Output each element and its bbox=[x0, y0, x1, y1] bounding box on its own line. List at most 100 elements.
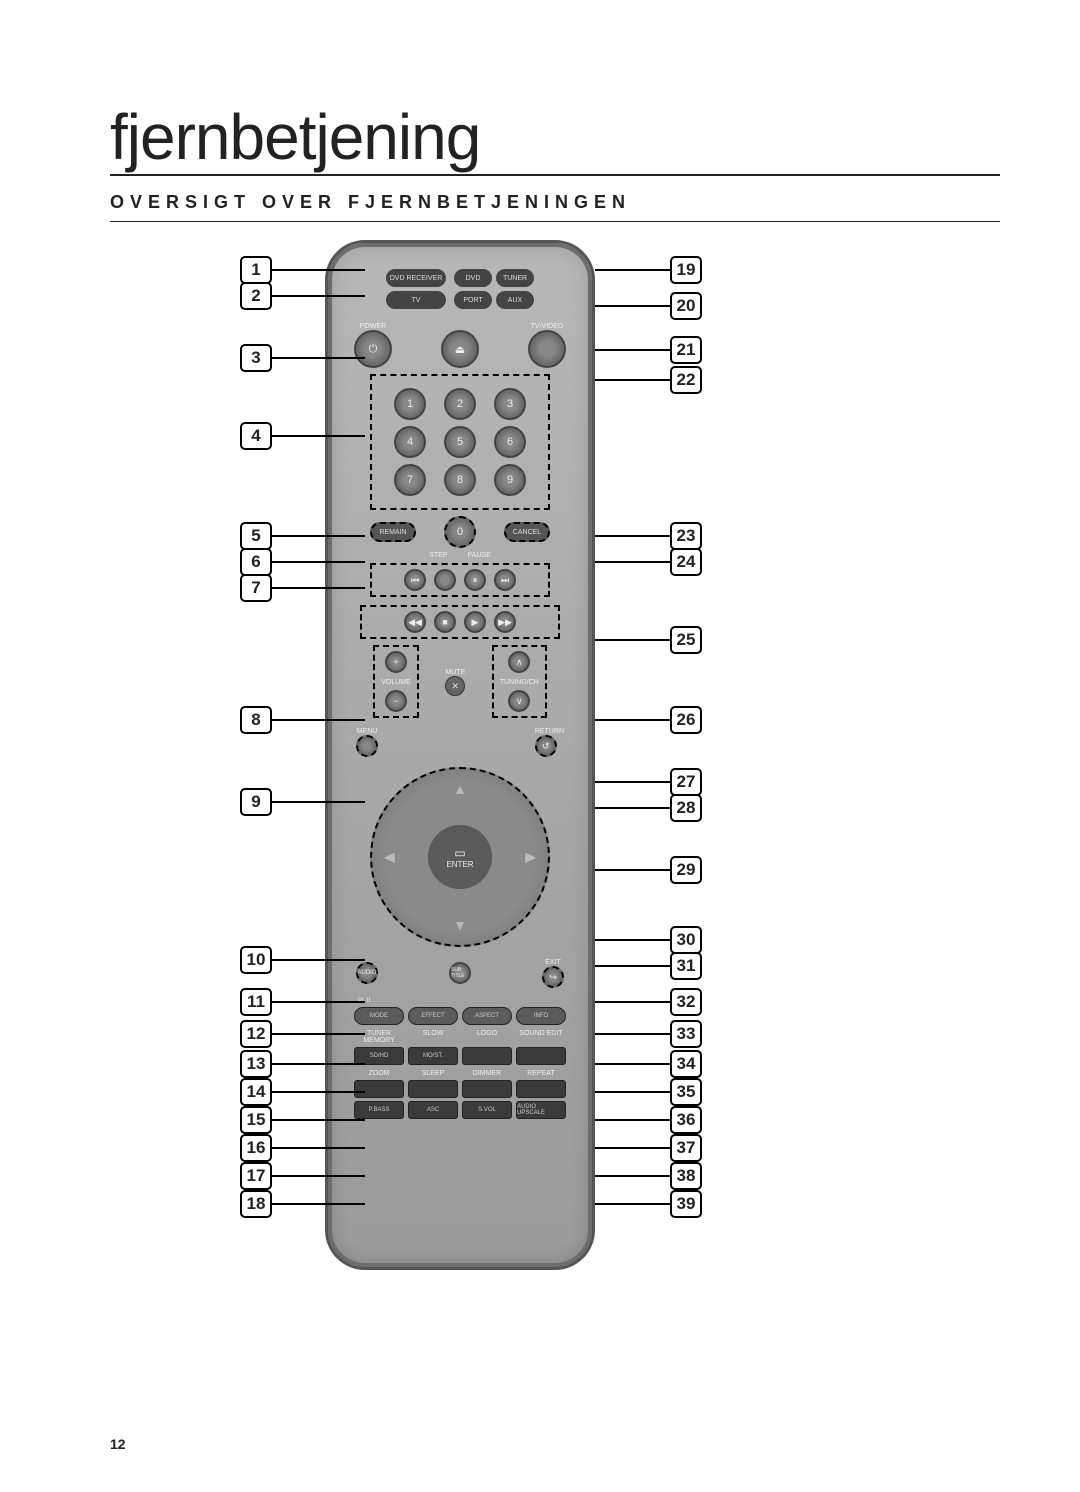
callout-box-18: 18 bbox=[240, 1190, 272, 1218]
num-1-button[interactable]: 1 bbox=[394, 388, 426, 420]
subtitle-button[interactable]: SUB TITLE bbox=[449, 962, 471, 984]
callout-box-11: 11 bbox=[240, 988, 272, 1016]
callout-box-2: 2 bbox=[240, 282, 272, 310]
callout-line-16 bbox=[272, 1147, 365, 1149]
svol-button[interactable]: S.VOL bbox=[462, 1101, 512, 1119]
callout-line-7 bbox=[272, 587, 365, 589]
callout-line-5 bbox=[272, 535, 365, 537]
num-4-button[interactable]: 4 bbox=[394, 426, 426, 458]
num-5-button[interactable]: 5 bbox=[444, 426, 476, 458]
aux-button[interactable]: AUX bbox=[496, 291, 534, 309]
bottom-button-grid: PL II MODE EFFECT ASPECT INFO TUNER MEMO… bbox=[354, 996, 566, 1119]
callout-line-17 bbox=[272, 1175, 365, 1177]
callout-box-37: 37 bbox=[670, 1134, 702, 1162]
num-6-button[interactable]: 6 bbox=[494, 426, 526, 458]
menu-button[interactable] bbox=[356, 735, 378, 757]
callout-line-1 bbox=[272, 269, 365, 271]
enter-button[interactable]: ▭ ENTER bbox=[428, 825, 492, 889]
step-button[interactable] bbox=[434, 569, 456, 591]
callout-line-39 bbox=[595, 1203, 670, 1205]
effect-button[interactable]: EFFECT bbox=[408, 1007, 458, 1025]
callout-box-6: 6 bbox=[240, 548, 272, 576]
callout-line-19 bbox=[595, 269, 670, 271]
callout-16: 16 bbox=[240, 1134, 365, 1162]
next-button[interactable]: ⏭ bbox=[494, 569, 516, 591]
logo-button[interactable] bbox=[462, 1047, 512, 1065]
play-button[interactable]: ▶ bbox=[464, 611, 486, 633]
dvd-receiver-button[interactable]: DVD RECEIVER bbox=[386, 269, 446, 287]
callout-line-26 bbox=[595, 719, 670, 721]
port-button[interactable]: PORT bbox=[454, 291, 492, 309]
num-8-button[interactable]: 8 bbox=[444, 464, 476, 496]
eject-button[interactable]: ⏏ bbox=[441, 330, 479, 368]
return-label: RETURN bbox=[535, 728, 564, 735]
stop-button[interactable]: ■ bbox=[434, 611, 456, 633]
num-0-button[interactable]: 0 bbox=[444, 516, 476, 548]
remote-body: DVD RECEIVER DVD TUNER TV PORT AUX POWER… bbox=[325, 240, 595, 1270]
audio-upscale-button[interactable]: AUDIO UPSCALE bbox=[516, 1101, 566, 1119]
callout-box-29: 29 bbox=[670, 856, 702, 884]
callout-line-22 bbox=[595, 379, 670, 381]
callout-36: 36 bbox=[595, 1106, 702, 1134]
callout-39: 39 bbox=[595, 1190, 702, 1218]
tuner-button[interactable]: TUNER bbox=[496, 269, 534, 287]
dvd-button[interactable]: DVD bbox=[454, 269, 492, 287]
callout-34: 34 bbox=[595, 1050, 702, 1078]
num-2-button[interactable]: 2 bbox=[444, 388, 476, 420]
callout-box-27: 27 bbox=[670, 768, 702, 796]
callout-37: 37 bbox=[595, 1134, 702, 1162]
mode-row-1: DVD RECEIVER DVD TUNER bbox=[348, 269, 572, 287]
mute-label: MUTE bbox=[445, 669, 465, 676]
nav-up-icon: ▲ bbox=[453, 781, 467, 797]
return-button[interactable]: ↺ bbox=[535, 735, 557, 757]
tvvideo-label: TV/VIDEO bbox=[528, 323, 566, 330]
callout-line-10 bbox=[272, 959, 365, 961]
callout-5: 5 bbox=[240, 522, 365, 550]
callout-line-2 bbox=[272, 295, 365, 297]
callout-4: 4 bbox=[240, 422, 365, 450]
repeat-button[interactable] bbox=[516, 1080, 566, 1098]
callout-12: 12 bbox=[240, 1020, 365, 1048]
callout-28: 28 bbox=[595, 794, 702, 822]
asc-button[interactable]: ASC bbox=[408, 1101, 458, 1119]
tv-button[interactable]: TV bbox=[386, 291, 446, 309]
callout-line-6 bbox=[272, 561, 365, 563]
mute-button[interactable]: ✕ bbox=[445, 676, 465, 696]
prev-button[interactable]: ⏮ bbox=[404, 569, 426, 591]
num-7-button[interactable]: 7 bbox=[394, 464, 426, 496]
callout-box-32: 32 bbox=[670, 988, 702, 1016]
volume-down-button[interactable]: − bbox=[385, 690, 407, 712]
callout-box-23: 23 bbox=[670, 522, 702, 550]
volume-label: VOLUME bbox=[381, 679, 411, 686]
volume-up-button[interactable]: + bbox=[385, 651, 407, 673]
sleep-button[interactable] bbox=[408, 1080, 458, 1098]
tuning-down-button[interactable]: ∨ bbox=[508, 690, 530, 712]
callout-box-8: 8 bbox=[240, 706, 272, 734]
callout-1: 1 bbox=[240, 256, 365, 284]
info-button[interactable]: INFO bbox=[516, 1007, 566, 1025]
num-9-button[interactable]: 9 bbox=[494, 464, 526, 496]
rewind-button[interactable]: ◀◀ bbox=[404, 611, 426, 633]
callout-17: 17 bbox=[240, 1162, 365, 1190]
num-3-button[interactable]: 3 bbox=[494, 388, 526, 420]
number-pad: 1 2 3 4 5 6 7 8 9 bbox=[370, 374, 550, 510]
callout-box-33: 33 bbox=[670, 1020, 702, 1048]
pause-button[interactable]: ⏸ bbox=[464, 569, 486, 591]
dimmer-button[interactable] bbox=[462, 1080, 512, 1098]
aspect-button[interactable]: ASPECT bbox=[462, 1007, 512, 1025]
cancel-button[interactable]: CANCEL bbox=[504, 522, 550, 542]
callout-25: 25 bbox=[595, 626, 702, 654]
tvvideo-button[interactable] bbox=[528, 330, 566, 368]
callout-19: 19 bbox=[595, 256, 702, 284]
tuning-up-button[interactable]: ∧ bbox=[508, 651, 530, 673]
remain-button[interactable]: REMAIN bbox=[370, 522, 416, 542]
callout-line-18 bbox=[272, 1203, 365, 1205]
exit-button[interactable]: ↪ bbox=[542, 966, 564, 988]
callout-box-39: 39 bbox=[670, 1190, 702, 1218]
callout-box-4: 4 bbox=[240, 422, 272, 450]
sound-edit-button[interactable] bbox=[516, 1047, 566, 1065]
callout-line-20 bbox=[595, 305, 670, 307]
nav-pad[interactable]: ▲ ▼ ◀ ▶ ▭ ENTER bbox=[370, 767, 550, 947]
mo-st-button[interactable]: MO/ST. bbox=[408, 1047, 458, 1065]
ffwd-button[interactable]: ▶▶ bbox=[494, 611, 516, 633]
